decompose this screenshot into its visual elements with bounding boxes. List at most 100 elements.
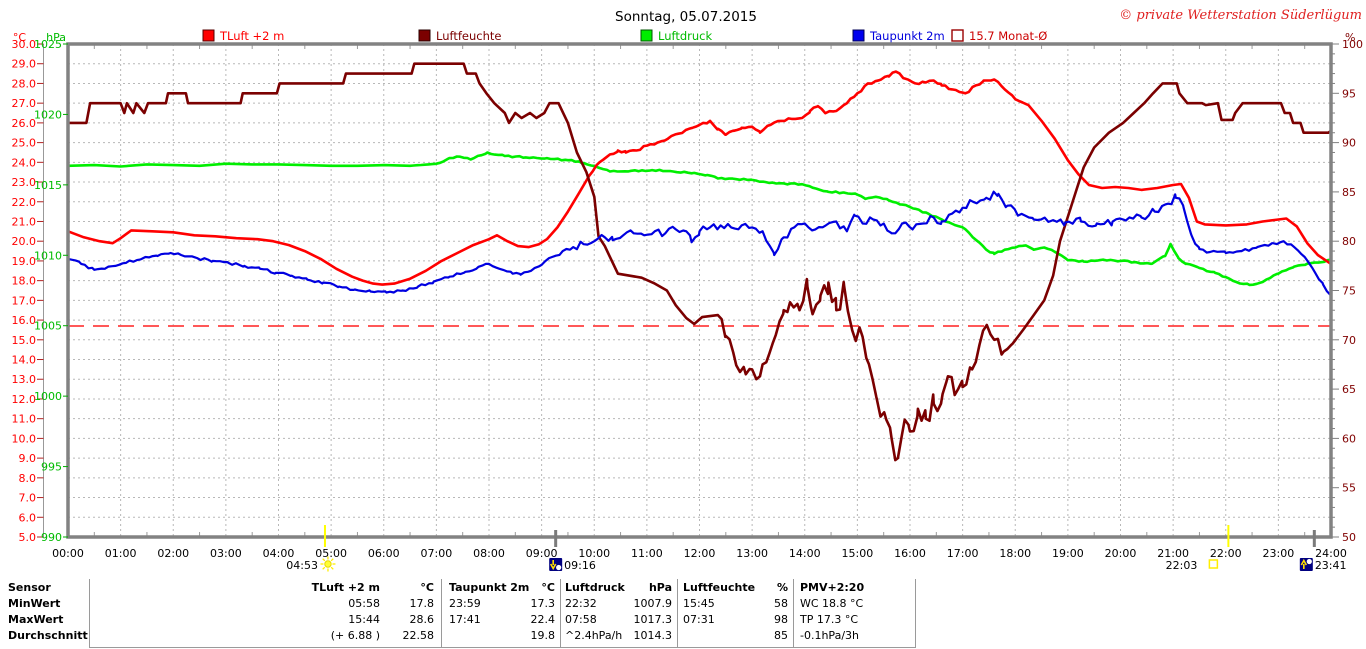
legend-label-luftfeuchte: Luftfeuchte — [436, 29, 501, 43]
celsius-tick-label: 11.0 — [12, 413, 37, 426]
legend-item-luftfeuchte: Luftfeuchte — [418, 29, 501, 43]
percent-axis-title: % — [1345, 31, 1355, 44]
celsius-tick-label: 17.0 — [12, 294, 37, 307]
legend-label-taupunkt: Taupunkt 2m — [869, 29, 945, 43]
celsius-tick-label: 18.0 — [12, 275, 37, 288]
celsius-tick-label: 19.0 — [12, 255, 37, 268]
table-row-header: MaxWert — [8, 613, 64, 626]
table-row-header: MinWert — [8, 597, 61, 610]
table-group-header: TLuft +2 m — [311, 581, 380, 594]
legend-label-tluft: TLuft +2 m — [219, 29, 284, 43]
hour-tick-label: 10:00 — [578, 547, 610, 560]
celsius-tick-label: 10.0 — [12, 432, 37, 445]
table-group-header: Luftfeuchte — [683, 581, 756, 594]
table-cell-value: 85 — [774, 629, 788, 642]
hpa-tick-label: 1000 — [34, 390, 62, 403]
legend-item-luftdruck: Luftdruck — [640, 29, 712, 43]
celsius-tick-label: 8.0 — [19, 472, 37, 485]
table-cell-time: ^2.4hPa/h — [565, 629, 623, 642]
y-axis-percent: 100 95 90 85 80 75 70 65 60 55 50 — [1332, 38, 1363, 544]
luftdruck-swatch-icon — [640, 29, 653, 42]
celsius-tick-label: 5.0 — [19, 531, 37, 544]
celsius-tick-label: 9.0 — [19, 452, 37, 465]
percent-tick-label: 60 — [1342, 432, 1356, 445]
table-cell-value: 58 — [774, 597, 788, 610]
percent-tick-label: 80 — [1342, 235, 1356, 248]
table-separator — [441, 579, 442, 648]
celsius-tick-label: 28.0 — [12, 77, 37, 90]
hour-tick-label: 02:00 — [157, 547, 189, 560]
table-cell-value: 98 — [774, 613, 788, 626]
hpa-axis-title: hPa — [46, 31, 66, 44]
table-group-unit: % — [776, 581, 788, 594]
table-cell-value: 1014.3 — [633, 629, 673, 642]
percent-tick-label: 90 — [1342, 137, 1356, 150]
hpa-tick-label: 1010 — [34, 249, 62, 262]
tluft-swatch-icon — [202, 29, 215, 42]
table-cell-value: 1017.3 — [633, 613, 673, 626]
table-cell-time: 17:41 — [449, 613, 481, 626]
humidity-series-line — [66, 62, 1333, 462]
celsius-tick-label: 29.0 — [12, 58, 37, 71]
hpa-tick-label: 1025 — [34, 38, 62, 51]
table-cell-time: 07:58 — [565, 613, 597, 626]
table-cell-time: TP 17.3 °C — [800, 613, 859, 626]
celsius-tick-label: 16.0 — [12, 314, 37, 327]
hour-tick-label: 21:00 — [1157, 547, 1189, 560]
sun-core — [324, 560, 332, 568]
table-group-unit: hPa — [648, 581, 672, 594]
hour-tick-label: 23:00 — [1263, 547, 1295, 560]
celsius-tick-label: 21.0 — [12, 215, 37, 228]
percent-tick-label: 55 — [1342, 482, 1356, 495]
hour-tick-label: 15:00 — [842, 547, 874, 560]
hpa-tick-label: 1005 — [34, 320, 62, 333]
monat-avg-swatch-icon — [951, 29, 964, 42]
sun-ray — [330, 558, 334, 562]
hpa-tick-label: 1015 — [34, 179, 62, 192]
table-cell-value: 22.4 — [530, 613, 556, 626]
celsius-axis-title: °C — [13, 31, 27, 44]
page-title: Sonntag, 05.07.2015 — [615, 9, 757, 25]
moon-up-arrow — [1300, 558, 1308, 569]
table-cell-time: (+ 6.88 ) — [330, 629, 380, 642]
sunset-time-label: 22:03 — [1166, 559, 1198, 572]
moonrise-moon-icon — [1299, 558, 1313, 571]
sun-ray — [330, 566, 334, 570]
dewpoint-series-line — [66, 190, 1331, 296]
plot-frame — [66, 42, 1333, 539]
table-cell-value: 28.6 — [409, 613, 435, 626]
moon-crescent — [556, 564, 562, 571]
celsius-tick-label: 22.0 — [12, 196, 37, 209]
table-group-header: Taupunkt 2m — [449, 581, 530, 594]
hpa-tick-label: 990 — [41, 531, 62, 544]
hour-tick-label: 11:00 — [631, 547, 663, 560]
hour-tick-label: 08:00 — [473, 547, 505, 560]
table-cell-time: 22:32 — [565, 597, 597, 610]
sun-ray — [322, 558, 326, 562]
legend-item-monat-avg: 15.7 Monat-Ø — [951, 29, 1047, 43]
celsius-tick-label: 12.0 — [12, 393, 37, 406]
table-cell-time: 15:44 — [348, 613, 380, 626]
moonrise-time-label: 23:41 — [1315, 559, 1347, 572]
hour-tick-label: 03:00 — [210, 547, 242, 560]
taupunkt-swatch-icon — [852, 29, 865, 42]
celsius-tick-label: 13.0 — [12, 373, 37, 386]
table-separator — [677, 579, 678, 648]
table-bottom-border — [89, 647, 915, 648]
hour-tick-label: 18:00 — [999, 547, 1031, 560]
hour-tick-label: 16:00 — [894, 547, 926, 560]
hour-tick-label: 20:00 — [1105, 547, 1137, 560]
sunrise-sun-icon — [320, 556, 336, 572]
hour-tick-label: 05:00 — [315, 547, 347, 560]
celsius-tick-label: 24.0 — [12, 156, 37, 169]
table-cell-time: 23:59 — [449, 597, 481, 610]
celsius-tick-label: 23.0 — [12, 176, 37, 189]
celsius-tick-label: 6.0 — [19, 511, 37, 524]
celsius-tick-label: 30.0 — [12, 38, 37, 51]
hour-tick-label: 17:00 — [947, 547, 979, 560]
hour-tick-label: 19:00 — [1052, 547, 1084, 560]
hour-tick-label: 09:00 — [526, 547, 558, 560]
legend-item-taupunkt: Taupunkt 2m — [852, 29, 945, 43]
table-row-header: Durchschnitt — [8, 629, 88, 642]
plot-area: 30.0 29.0 28.0 27.0 26.0 25.0 24.0 23.0 22.0 21.0… — [12, 38, 1364, 572]
